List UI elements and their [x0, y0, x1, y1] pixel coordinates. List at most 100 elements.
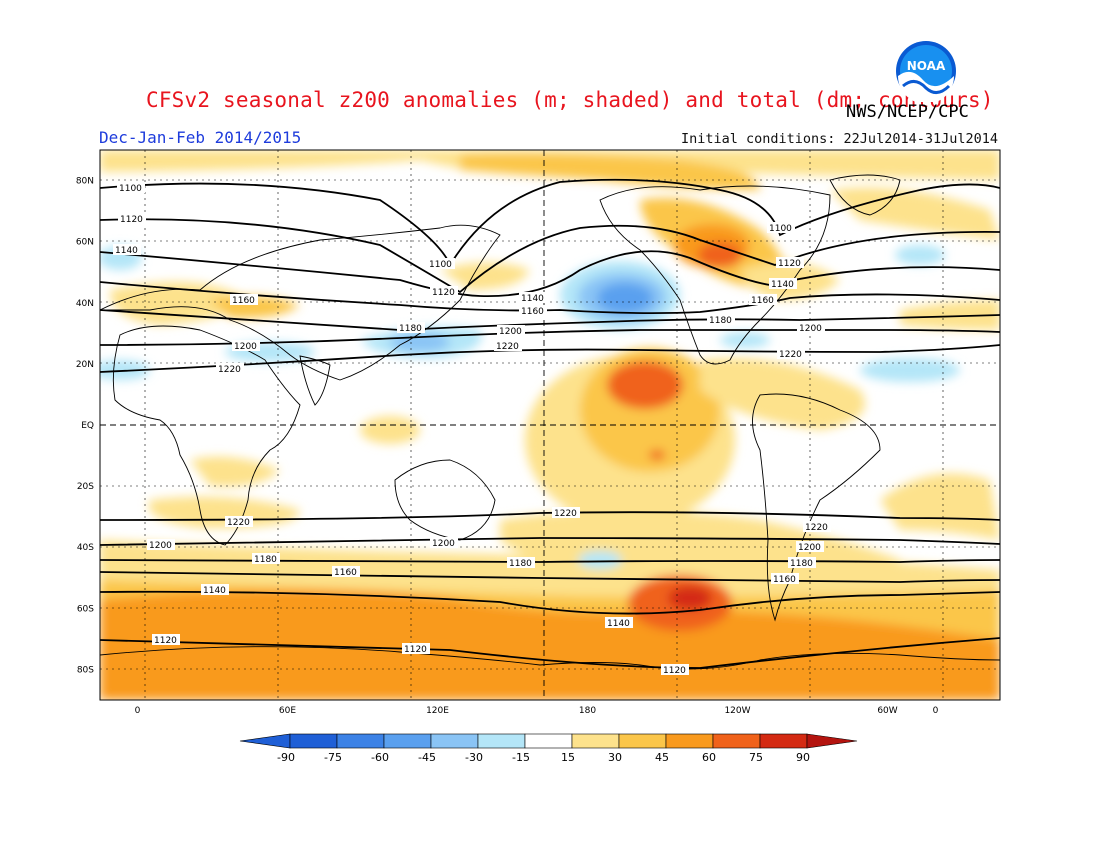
latitude-label: 20N: [76, 360, 94, 370]
longitude-label: 0: [933, 706, 939, 716]
svg-text:1220: 1220: [779, 350, 802, 360]
latitude-label: 40N: [76, 299, 94, 309]
initial-conditions-label: Initial conditions: 22Jul2014-31Jul2014: [681, 131, 998, 147]
colorbar-bin: [383, 733, 432, 749]
colorbar: -90 -75 -60 -45 -30 -15 15 30 45 60 75 90: [239, 733, 858, 764]
svg-text:1220: 1220: [496, 342, 519, 352]
longitude-label: 60E: [279, 706, 296, 716]
svg-text:1160: 1160: [334, 568, 357, 578]
longitude-label: 60W: [877, 706, 897, 716]
svg-text:1100: 1100: [769, 224, 792, 234]
colorbar-label: 60: [702, 751, 716, 764]
svg-text:1200: 1200: [432, 539, 455, 549]
contour-line-1120: [100, 218, 1000, 294]
svg-text:1140: 1140: [521, 294, 544, 304]
longitude-label: 0: [135, 706, 141, 716]
svg-text:1100: 1100: [429, 260, 452, 270]
svg-text:1200: 1200: [499, 327, 522, 337]
colorbar-label: -60: [371, 751, 389, 764]
svg-text:1120: 1120: [120, 215, 143, 225]
colorbar-label: -30: [465, 751, 483, 764]
svg-text:1220: 1220: [218, 365, 241, 375]
svg-text:1180: 1180: [790, 559, 813, 569]
longitude-label: 120E: [426, 706, 449, 716]
svg-text:1160: 1160: [521, 307, 544, 317]
map-canvas: 1100 1120 1140 1160 1180 1200 1220 1100 …: [100, 150, 1000, 700]
latitude-label: 60S: [77, 604, 94, 614]
noaa-logo-text: NOAA: [907, 59, 946, 73]
svg-text:1220: 1220: [554, 509, 577, 519]
svg-text:1120: 1120: [154, 636, 177, 646]
contour-line-1180: [100, 309, 1000, 331]
colorbar-label: -90: [277, 751, 295, 764]
colorbar-bin: [430, 733, 479, 749]
latitude-label: EQ: [81, 421, 94, 431]
colorbar-label: 15: [561, 751, 575, 764]
longitude-labels: 0 60E 120E 180 120W 60W 0: [135, 706, 939, 716]
svg-text:1180: 1180: [509, 559, 532, 569]
svg-text:1180: 1180: [254, 555, 277, 565]
latitude-label: 20S: [77, 482, 94, 492]
noaa-logo: NOAA: [896, 41, 956, 102]
contour-line-1200: [100, 329, 1000, 346]
colorbar-label: 75: [749, 751, 763, 764]
longitude-label: 180: [579, 706, 596, 716]
contour-line-1220-south: [100, 511, 1000, 521]
svg-text:1200: 1200: [234, 342, 257, 352]
colorbar-right-arrow: [806, 733, 858, 749]
figure-title: CFSv2 seasonal z200 anomalies (m; shaded…: [146, 88, 994, 112]
svg-text:1100: 1100: [119, 184, 142, 194]
contour-line-1100: [100, 178, 1000, 267]
period-label: Dec-Jan-Feb 2014/2015: [99, 128, 302, 147]
svg-text:1120: 1120: [663, 666, 686, 676]
latitude-label: 80N: [76, 177, 94, 187]
contour-line-1140-south: [100, 590, 1000, 615]
colorbar-bin: [618, 733, 667, 749]
colorbar-label: 90: [796, 751, 810, 764]
antarctica-outline: [100, 646, 1000, 670]
svg-text:1200: 1200: [798, 543, 821, 553]
colorbar-bin: [665, 733, 714, 749]
colorbar-label: -45: [418, 751, 436, 764]
svg-text:1120: 1120: [778, 259, 801, 269]
latitude-label: 40S: [77, 543, 94, 553]
colorbar-bin: [289, 733, 338, 749]
height-contours: [100, 178, 1000, 669]
colorbar-bin: [336, 733, 385, 749]
svg-text:1140: 1140: [203, 586, 226, 596]
svg-text:1200: 1200: [799, 324, 822, 334]
contour-line-1160: [100, 281, 1000, 315]
latitude-labels: 80N 60N 40N 20N EQ 20S 40S 60S 80S: [76, 177, 94, 676]
latitude-label: 60N: [76, 238, 94, 248]
contour-line-1120-south: [100, 637, 1000, 669]
colorbar-left-arrow: [239, 733, 291, 749]
colorbar-bin: [524, 733, 573, 749]
svg-text:1220: 1220: [805, 523, 828, 533]
colorbar-label: 30: [608, 751, 622, 764]
svg-text:1180: 1180: [399, 324, 422, 334]
map-frame: [99, 149, 1001, 701]
latitude-label: 80S: [77, 665, 94, 675]
svg-text:1220: 1220: [227, 518, 250, 528]
svg-text:1160: 1160: [232, 296, 255, 306]
contour-line-1220: [100, 344, 1000, 373]
longitude-label: 120W: [724, 706, 750, 716]
credit-label: NWS/NCEP/CPC: [846, 102, 969, 122]
greenland-outline: [829, 174, 901, 216]
contour-line-1160-south: [100, 571, 1000, 583]
svg-text:1160: 1160: [773, 575, 796, 585]
svg-text:1140: 1140: [115, 246, 138, 256]
colorbar-bin: [571, 733, 620, 749]
svg-text:1160: 1160: [751, 296, 774, 306]
contour-line-1200-south: [100, 537, 1000, 546]
contour-line-1140: [100, 250, 1000, 298]
contour-labels: 1100 1120 1140 1160 1180 1200 1220 1100 …: [113, 182, 831, 676]
svg-text:1140: 1140: [771, 280, 794, 290]
svg-text:1140: 1140: [607, 619, 630, 629]
svg-text:1200: 1200: [149, 541, 172, 551]
colorbar-bin: [759, 733, 808, 749]
colorbar-bin: [712, 733, 761, 749]
colorbar-label: -15: [512, 751, 530, 764]
